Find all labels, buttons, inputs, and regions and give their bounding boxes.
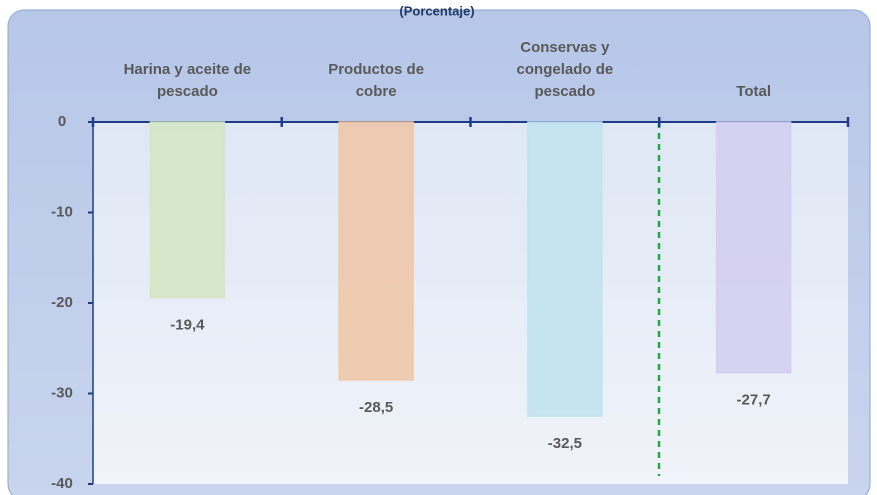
data-label: -19,4 (170, 317, 205, 334)
y-tick-label: -30 (51, 384, 73, 401)
bar (338, 121, 414, 381)
data-label: -32,5 (548, 435, 582, 452)
y-tick-label: -40 (51, 475, 73, 492)
bar (715, 121, 792, 374)
y-tick-label: 0 (58, 113, 66, 130)
bar (149, 121, 226, 299)
x-tick-label: Conservas y congelado de pescado (517, 39, 614, 100)
y-tick-label: -20 (51, 294, 73, 311)
data-label: -27,7 (737, 392, 771, 409)
y-tick-label: -10 (51, 203, 73, 220)
chart-title: (Porcentaje) (399, 3, 474, 18)
x-tick-label: Harina y aceite de pescado (124, 61, 252, 100)
bar (527, 121, 603, 417)
x-tick-label: Total (736, 83, 771, 100)
x-tick-label: Productos de cobre (328, 61, 424, 100)
data-label: -28,5 (359, 399, 393, 416)
